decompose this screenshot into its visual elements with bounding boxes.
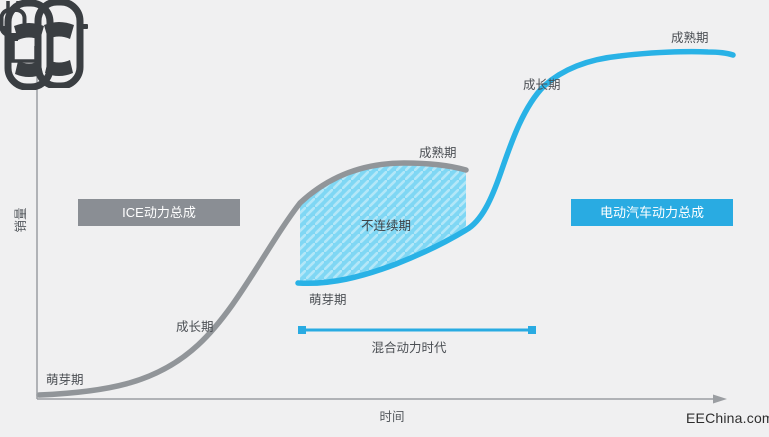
ice-powertrain-badge: ICE动力总成	[78, 199, 240, 226]
hybrid-era-span	[298, 326, 536, 334]
ice-s-curve	[36, 160, 469, 398]
ev-powertrain-badge: 电动汽车动力总成	[571, 199, 733, 226]
ice-stage-maturity-label: 成熟期	[419, 145, 457, 160]
ev-car-rear-window	[45, 60, 73, 76]
x-axis-title: 时间	[379, 410, 404, 424]
discontinuity-region	[300, 163, 466, 284]
hybrid-era-right-cap	[528, 326, 536, 334]
ice-stage-growth-label: 成长期	[176, 320, 214, 334]
ev-stage-embryonic-label: 萌芽期	[309, 293, 347, 307]
charging-cable	[11, 41, 38, 63]
ev-car-body	[34, 0, 84, 88]
ice-stage-embryonic-label: 萌芽期	[46, 373, 84, 387]
plug-collar	[8, 35, 18, 41]
x-axis-arrowhead	[713, 394, 727, 404]
ev-stage-maturity-label: 成熟期	[671, 30, 709, 45]
ev-s-curve	[295, 48, 736, 287]
y-axis-title: 销量	[14, 207, 28, 232]
ev-car-icon	[0, 0, 88, 88]
plug-prongs	[6, 1, 20, 9]
discontinuity-label: 不连续期	[361, 218, 411, 233]
ice-car-body	[4, 0, 54, 90]
plug-body	[0, 8, 27, 37]
hybrid-era-left-cap	[298, 326, 306, 334]
hybrid-era-label: 混合动力时代	[371, 340, 447, 355]
ev-stage-growth-label: 成长期	[523, 78, 561, 92]
discontinuity-region-hatch	[300, 163, 466, 284]
ev-car-windshield	[44, 22, 74, 39]
watermark-text: EEChina.com	[686, 410, 769, 426]
